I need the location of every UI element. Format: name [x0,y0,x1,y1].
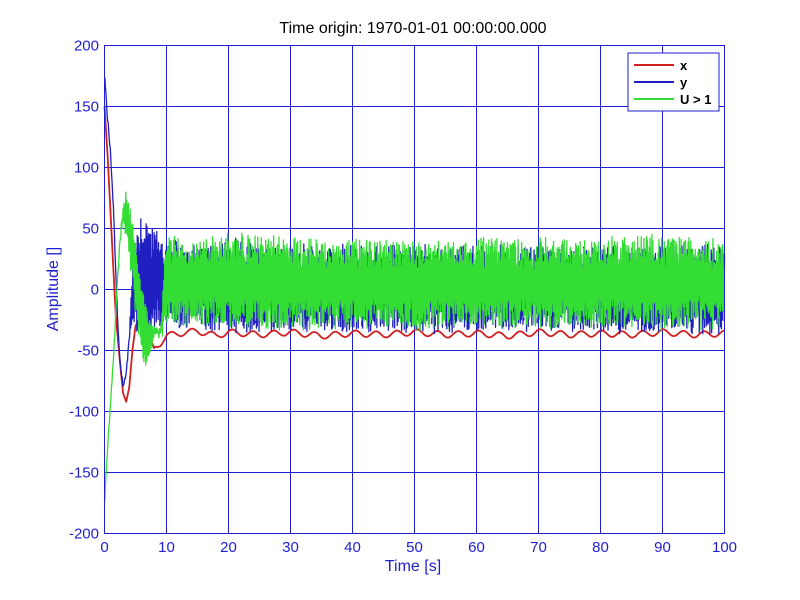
y-tick-label: 200 [74,38,99,55]
x-tick-label: 70 [530,539,547,556]
x-tick-label: 40 [344,539,361,556]
y-tick-label: 0 [91,282,99,299]
x-axis-ticks: 0 10 20 30 40 50 60 70 80 90 100 [100,539,737,556]
x-tick-label: 90 [654,539,671,556]
y-tick-label: -50 [77,343,99,360]
x-axis-label: Time [s] [385,558,441,575]
x-tick-label: 20 [220,539,237,556]
y-tick-label: -100 [69,404,99,421]
y-tick-label: -200 [69,526,99,543]
y-tick-label: 50 [82,221,99,238]
y-tick-label: 150 [74,99,99,116]
plot-frame [104,45,725,534]
y-tick-label: 100 [74,160,99,177]
y-tick-label: -150 [69,465,99,482]
x-tick-label: 0 [100,539,108,556]
x-tick-label: 60 [468,539,485,556]
legend-label: x [680,58,688,73]
series-layer [103,77,726,502]
y-axis-ticks: -200 -150 -100 -50 0 50 100 150 200 [69,38,99,543]
series-line-3 [103,191,726,502]
x-tick-label: 10 [158,539,175,556]
legend-label: y [680,75,688,90]
x-tick-label: 100 [712,539,737,556]
y-axis-label: Amplitude [] [45,247,62,331]
chart-title: Time origin: 1970-01-01 00:00:00.000 [279,20,546,37]
x-tick-label: 80 [592,539,609,556]
legend: xy U > 1 [627,52,720,112]
series-line-1 [103,106,725,403]
grid-lines [104,45,725,534]
x-tick-label: 50 [406,539,423,556]
legend-label: U > 1 [680,92,711,107]
x-tick-label: 30 [282,539,299,556]
